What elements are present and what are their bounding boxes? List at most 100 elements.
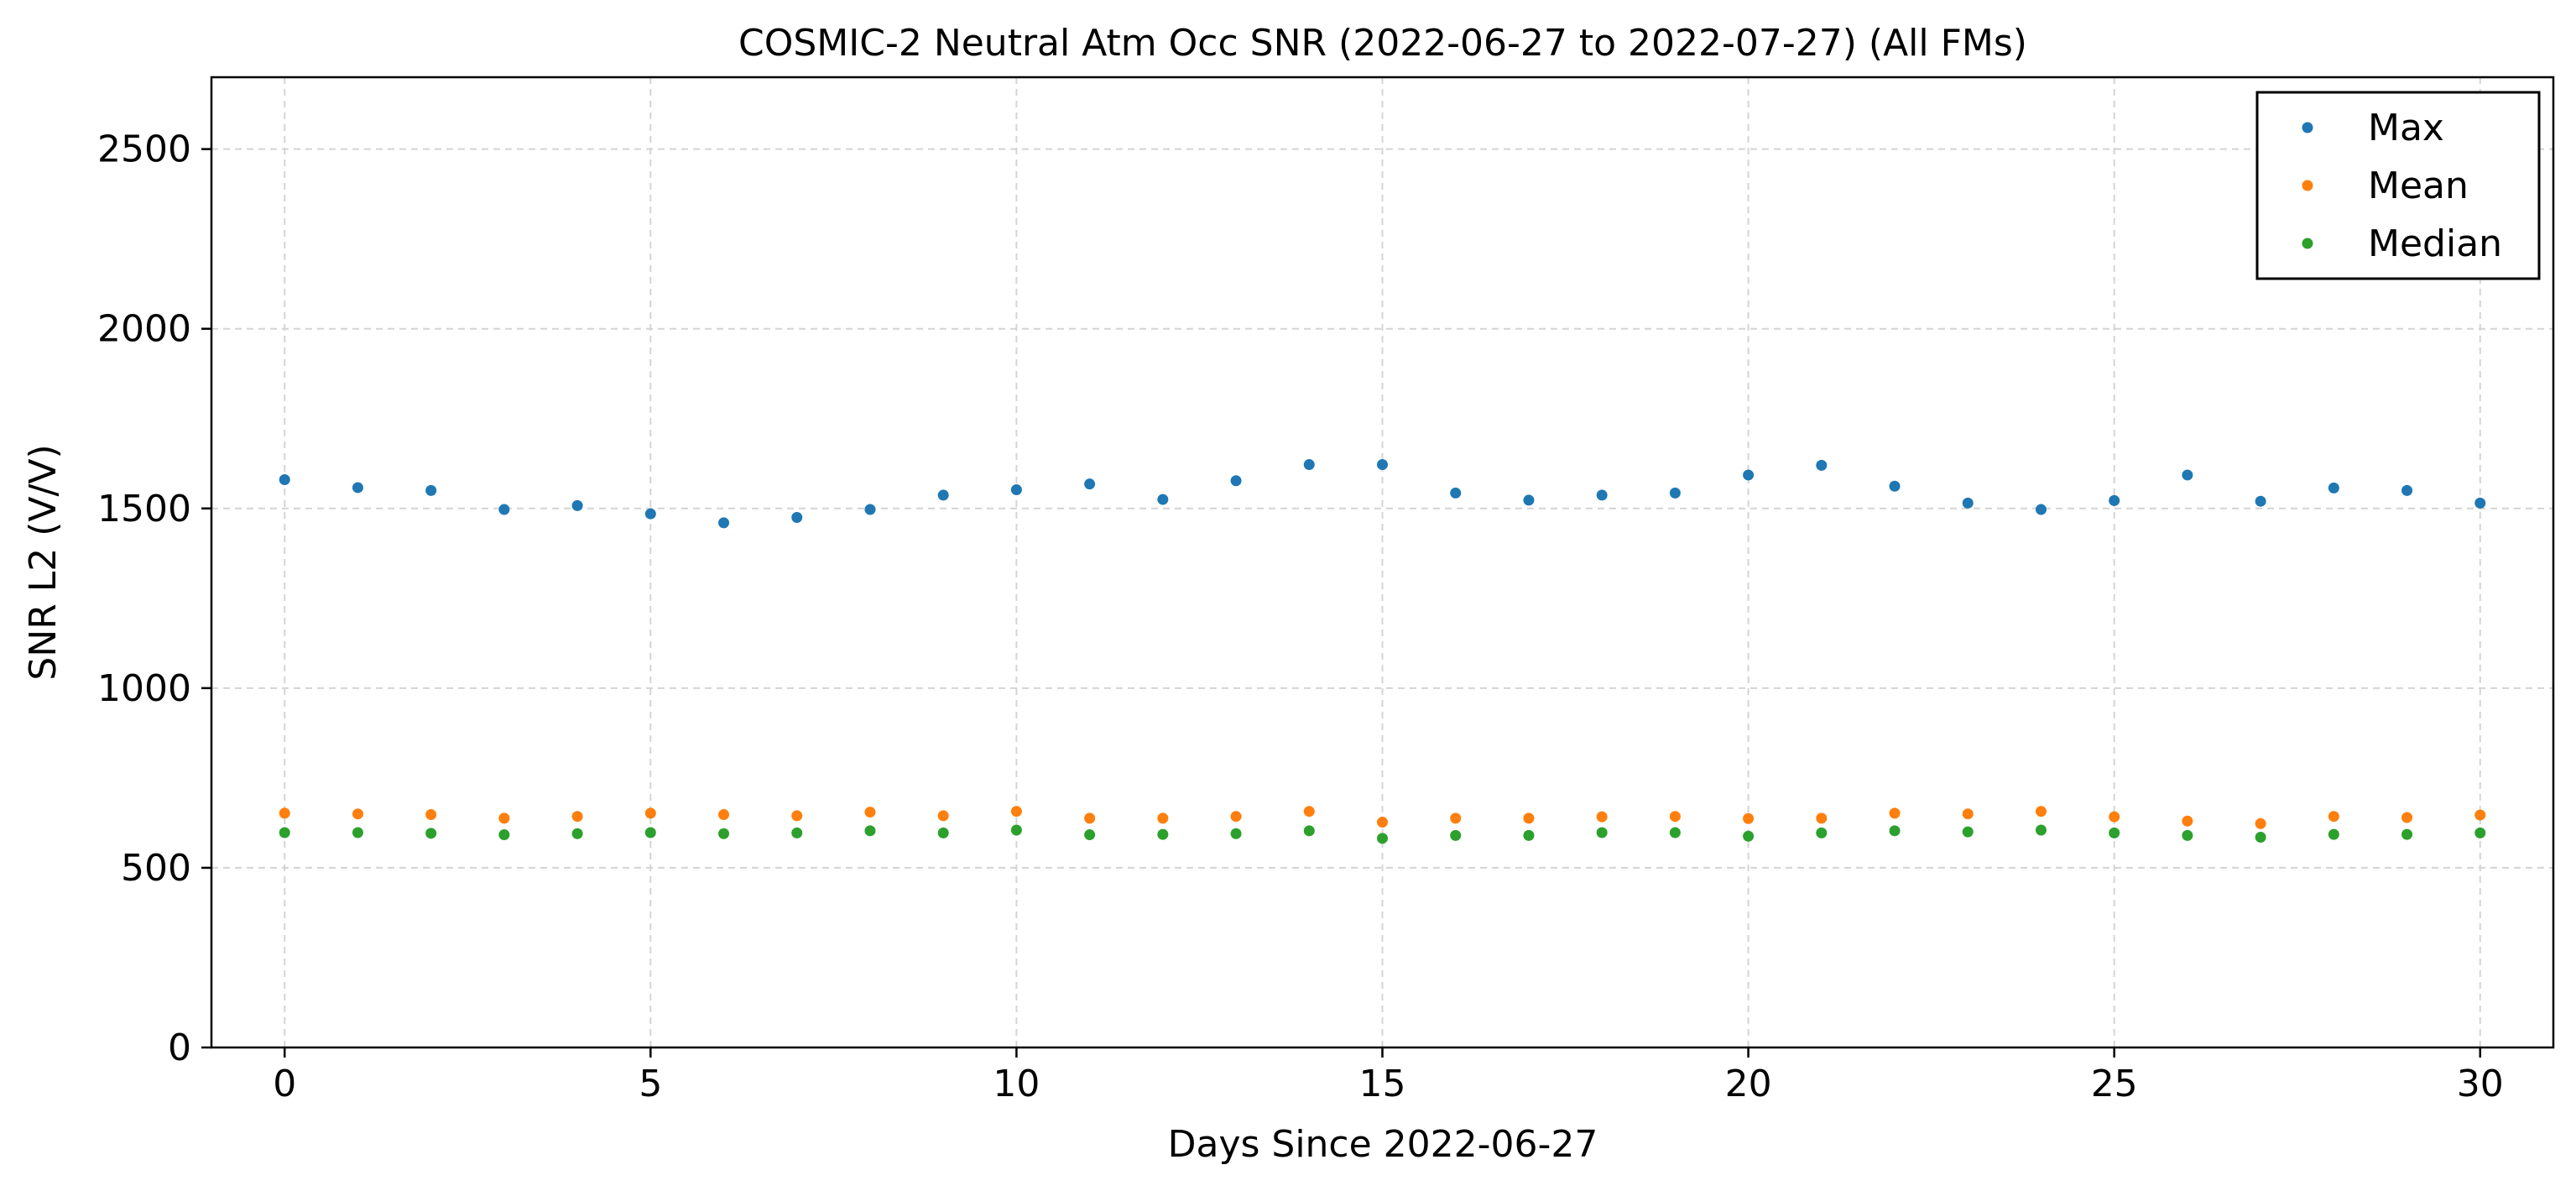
x-tick-label: 20 <box>1725 1063 1772 1105</box>
point-mean <box>2474 809 2486 821</box>
point-median <box>2255 832 2266 844</box>
point-mean <box>644 807 656 819</box>
point-median <box>1889 825 1901 837</box>
point-median <box>864 825 876 837</box>
point-mean <box>1816 812 1828 824</box>
point-median <box>1596 827 1608 838</box>
point-mean <box>2255 818 2266 829</box>
y-tick-label: 2000 <box>97 308 191 351</box>
point-max <box>2109 494 2120 506</box>
point-max <box>1596 489 1608 501</box>
point-mean <box>1962 808 1974 820</box>
y-tick-label: 1000 <box>97 667 191 710</box>
point-max <box>2474 497 2486 509</box>
point-max <box>2182 469 2193 481</box>
point-median <box>1303 825 1315 837</box>
point-median <box>644 827 656 838</box>
point-max <box>2328 482 2339 494</box>
point-mean <box>1010 806 1022 818</box>
point-median <box>1157 828 1169 840</box>
point-max <box>498 504 510 515</box>
legend-marker-median <box>2302 238 2313 249</box>
point-max <box>1010 484 1022 496</box>
point-mean <box>1084 812 1096 824</box>
point-median <box>937 827 949 838</box>
point-mean <box>1450 812 1462 824</box>
chart-title: COSMIC-2 Neutral Atm Occ SNR (2022-06-27… <box>738 22 2027 65</box>
point-max <box>2401 484 2413 496</box>
x-tick-label: 25 <box>2091 1063 2138 1105</box>
point-median <box>791 827 803 838</box>
point-mean <box>1743 812 1755 824</box>
point-max <box>2035 504 2047 515</box>
point-median <box>498 829 510 841</box>
point-median <box>2109 827 2120 838</box>
point-max <box>1377 459 1388 471</box>
point-mean <box>2109 811 2120 823</box>
point-mean <box>2401 812 2413 823</box>
x-tick-label: 5 <box>639 1063 662 1105</box>
point-median <box>2182 829 2193 841</box>
grid <box>211 77 2553 1047</box>
point-median <box>2328 828 2339 840</box>
point-max <box>791 511 803 523</box>
point-mean <box>937 810 949 822</box>
point-max <box>1743 469 1755 481</box>
point-mean <box>1669 811 1681 823</box>
point-max <box>1084 478 1096 490</box>
point-max <box>1230 475 1242 487</box>
legend-label-max: Max <box>2368 107 2444 149</box>
point-median <box>1084 829 1096 841</box>
x-axis-label: Days Since 2022-06-27 <box>1168 1123 1598 1166</box>
x-tick-label: 10 <box>993 1063 1040 1105</box>
point-median <box>2401 828 2413 840</box>
axis-ticks: 0 5 10 15 20 25 30 0 500 1000 1500 2000 2500 <box>97 128 2504 1105</box>
x-tick-label: 30 <box>2457 1063 2504 1105</box>
point-median <box>279 827 290 838</box>
point-median <box>1377 833 1388 844</box>
x-tick-label: 15 <box>1359 1063 1406 1105</box>
legend-label-mean: Mean <box>2368 165 2469 207</box>
point-median <box>352 827 363 838</box>
point-max <box>425 484 437 496</box>
y-tick-label: 1500 <box>97 488 191 530</box>
point-max <box>864 504 876 515</box>
point-max <box>571 499 583 511</box>
point-median <box>1450 829 1462 841</box>
point-median <box>1743 830 1755 842</box>
point-max <box>1450 487 1462 499</box>
y-tick-label: 0 <box>168 1026 191 1069</box>
point-mean <box>1230 811 1242 823</box>
point-mean <box>1596 811 1608 823</box>
point-mean <box>1889 807 1901 819</box>
point-max <box>718 517 730 529</box>
point-max <box>937 489 949 501</box>
point-mean <box>2328 811 2339 823</box>
y-tick-label: 500 <box>121 847 191 890</box>
point-max <box>1962 497 1974 509</box>
legend-marker-mean <box>2302 180 2313 191</box>
point-max <box>1303 459 1315 471</box>
point-mean <box>1157 812 1169 824</box>
point-max <box>1157 494 1169 505</box>
legend-label-median: Median <box>2368 222 2502 265</box>
legend-marker-max <box>2302 122 2313 133</box>
point-mean <box>1377 817 1388 828</box>
point-mean <box>352 808 363 820</box>
point-max <box>1669 487 1681 499</box>
point-median <box>1816 827 1828 838</box>
point-mean <box>279 807 290 819</box>
point-mean <box>571 811 583 823</box>
point-median <box>425 828 437 839</box>
point-median <box>2035 824 2047 836</box>
point-max <box>279 474 290 486</box>
point-mean <box>718 809 730 821</box>
point-median <box>1962 826 1974 838</box>
y-tick-label: 2500 <box>97 128 191 171</box>
point-median <box>1010 824 1022 836</box>
point-max <box>1816 459 1828 471</box>
point-median <box>718 828 730 839</box>
data-points <box>279 459 2486 844</box>
